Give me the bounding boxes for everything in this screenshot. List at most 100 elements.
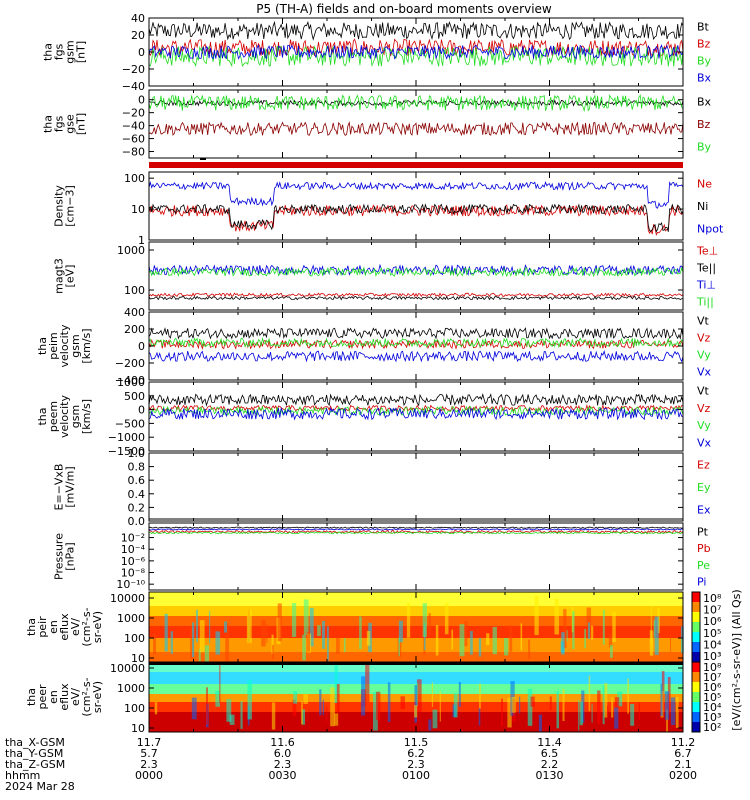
spectrogram-feature: [271, 702, 276, 730]
spectrogram-feature: [366, 630, 371, 646]
spectrogram-feature: [519, 696, 521, 714]
series-line-Vy: [148, 405, 684, 417]
spectrogram-feature: [330, 687, 335, 727]
footer-row-label: tha_X-GSM: [5, 736, 65, 749]
spectrogram-feature: [225, 623, 230, 662]
spectrogram-feature: [667, 677, 671, 715]
spectrogram-feature: [334, 713, 339, 726]
spectrogram-feature: [608, 633, 613, 648]
spectrogram-feature: [271, 634, 274, 654]
spectrogram-feature: [563, 609, 567, 649]
colorbar-tick-label: 10³: [703, 650, 721, 663]
y-axis-label: [cm−3]: [64, 185, 77, 227]
spectrogram-feature: [459, 624, 465, 657]
legend-Pe: Pe: [697, 559, 710, 572]
spectrogram-feature: [343, 638, 346, 653]
spectrogram-feature: [317, 625, 321, 637]
spectrogram-feature: [664, 691, 670, 720]
series-line-Bz: [148, 121, 684, 137]
y-axis-label: fgs: [53, 43, 66, 60]
legend-Vt: Vt: [697, 385, 710, 398]
spectrogram-feature: [422, 603, 427, 637]
spectrogram-feature: [219, 664, 221, 703]
y-tick-label: 400: [124, 306, 145, 319]
spectrogram-feature: [578, 699, 580, 731]
spectrogram-feature: [661, 671, 665, 711]
chart-title: P5 (TH-A) fields and on-board moments ov…: [256, 2, 552, 16]
panel-6: 1.00.80.60.40.20.0 E=−VxB[mV/m] Ez Ey Ex: [53, 447, 711, 528]
colorbar-tick-label: 10⁶: [703, 681, 722, 694]
spectrogram-feature: [306, 631, 311, 652]
legend-Bx: Bx: [697, 72, 712, 85]
spectrogram-feature: [451, 629, 454, 650]
legend-Pb: Pb: [697, 542, 711, 555]
legend-Bz: Bz: [697, 118, 711, 131]
footer-tick-value: 0200: [669, 769, 697, 782]
panel-7: 10⁻²10⁻⁴10⁻⁶10⁻⁸10⁻¹⁰ Pressure[nPa] Pt Pb Pe…: [53, 522, 711, 591]
y-axis-label: velocity: [58, 395, 71, 438]
y-tick-label: 10000: [110, 592, 145, 605]
spectrogram-feature: [566, 630, 568, 642]
y-tick-label: 0.2: [128, 501, 146, 514]
y-tick-label: 0.6: [128, 474, 146, 487]
colorbar-segment: [692, 602, 700, 613]
panel-3: 100 1000 magt3[eV] Te⊥ Te|| Ti⊥ Ti||: [53, 241, 718, 311]
spectrogram-feature: [336, 637, 340, 654]
y-tick-label: 100: [124, 702, 145, 715]
y-tick-label: 20: [131, 29, 145, 42]
spectrogram-feature: [209, 610, 211, 644]
series-line-Bz: [148, 38, 684, 58]
spectrogram-feature: [660, 683, 663, 717]
y-tick-label: 10⁻⁴: [121, 543, 146, 556]
spectrogram-feature: [327, 626, 329, 661]
spectrogram-feature: [198, 649, 201, 662]
legend-Bz: Bz: [697, 38, 711, 51]
spectrogram-band: [149, 672, 683, 684]
y-tick-label: −20: [122, 63, 145, 76]
spectrogram-feature: [528, 639, 531, 659]
footer-tick-value: 2.1: [674, 758, 692, 771]
footer-tick-value: 2.3: [407, 758, 425, 771]
spectrogram-feature: [428, 613, 431, 636]
spectrogram-feature: [444, 603, 449, 635]
y-axis-label: fgs: [53, 115, 66, 132]
series-line-Bx: [148, 44, 684, 60]
y-tick-label: 0.8: [128, 461, 146, 474]
spectrogram-band: [149, 616, 683, 626]
y-tick-label: 10⁻⁸: [121, 567, 146, 580]
spectrogram-band: [149, 626, 683, 638]
spectrogram-feature: [261, 620, 266, 647]
spectrogram-feature: [617, 691, 623, 707]
colorbar-tick-label: 10⁵: [703, 691, 721, 704]
footer-tick-value: 11.5: [404, 736, 429, 749]
series-line-By: [148, 45, 684, 68]
colorbar-segment: [692, 662, 700, 673]
spectrogram-feature: [630, 703, 635, 726]
colorbar-segment: [692, 672, 700, 683]
colorbar-segment: [692, 612, 700, 623]
colorbar-segment: [692, 592, 700, 603]
colorbar-tick-label: 10³: [703, 711, 721, 724]
y-axis-label: tha: [42, 115, 55, 133]
spectrogram-feature: [650, 605, 652, 644]
spectrogram-feature: [654, 616, 659, 655]
spectrogram-feature: [293, 691, 298, 704]
colorbar-segment: [692, 712, 700, 723]
series-line-Pi: [148, 528, 684, 531]
y-tick-label: 10: [131, 652, 145, 665]
panel-8: 10000 1000 100 10 thapeirenefluxeV/(cm²-s-sr…: [25, 591, 722, 665]
spectrogram-feature: [604, 683, 608, 718]
spectrogram-feature: [554, 598, 559, 635]
spectrogram-feature: [247, 680, 252, 720]
spectrogram-feature: [226, 699, 232, 722]
spectrogram-feature: [215, 631, 221, 655]
spectrogram-feature: [666, 709, 668, 732]
panel-frame: [148, 171, 684, 241]
spectrogram-feature: [229, 714, 235, 725]
legend-Pi: Pi: [697, 576, 706, 589]
y-axis-label: tha: [36, 337, 49, 355]
series-line-Ni: [148, 203, 684, 233]
spectrogram-band: [149, 606, 683, 616]
